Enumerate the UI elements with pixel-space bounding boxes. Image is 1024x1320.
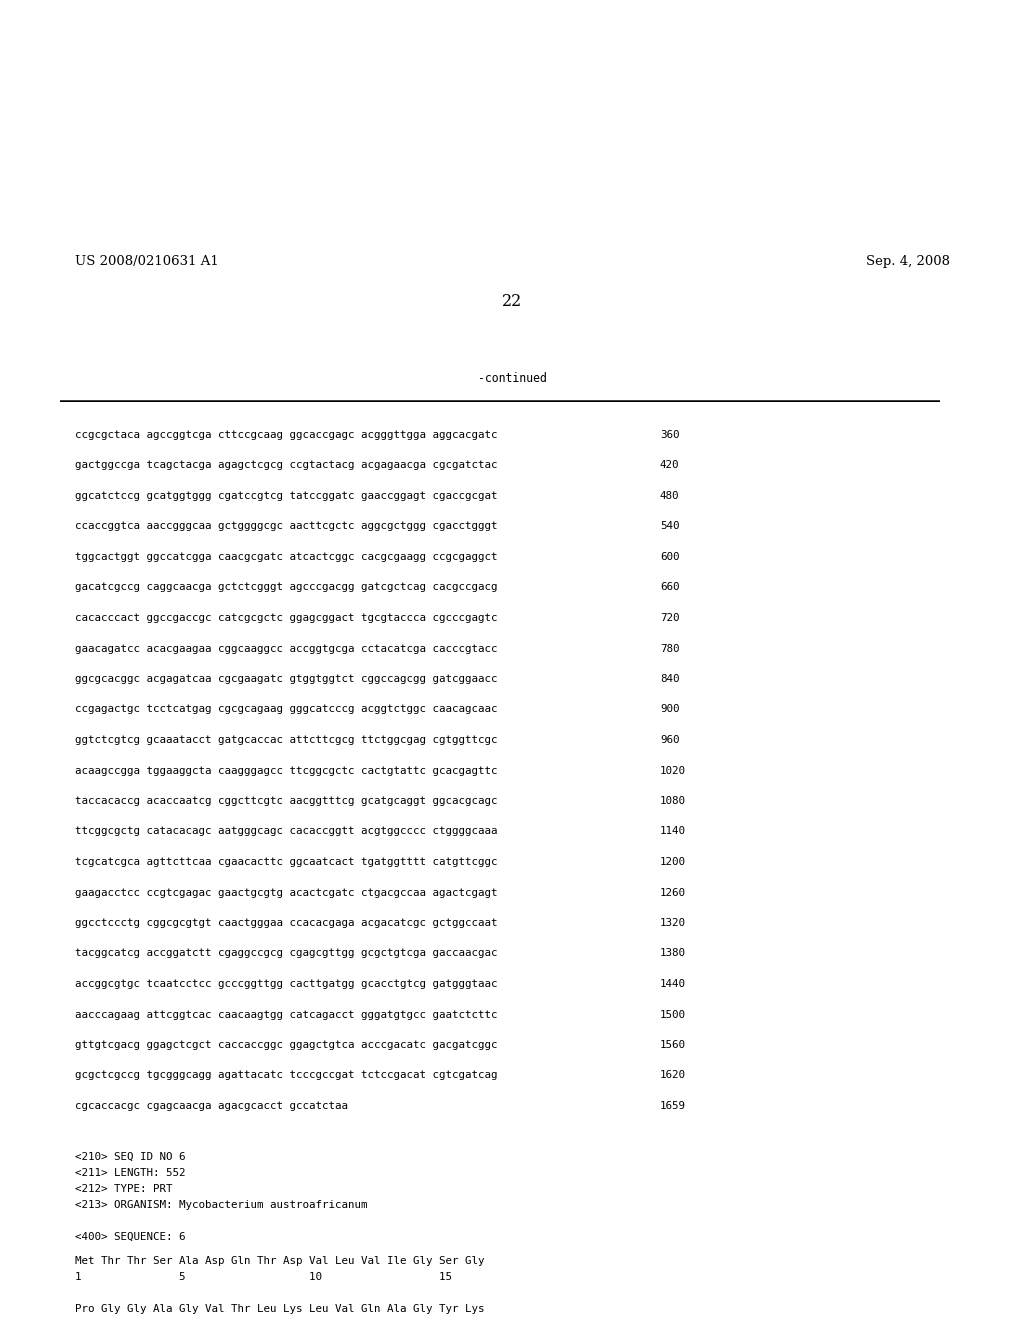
Text: ccgagactgc tcctcatgag cgcgcagaag gggcatcccg acggtctggc caacagcaac: ccgagactgc tcctcatgag cgcgcagaag gggcatc… xyxy=(75,705,498,714)
Text: 1080: 1080 xyxy=(660,796,686,807)
Text: ccgcgctaca agccggtcga cttccgcaag ggcaccgagc acgggttgga aggcacgatc: ccgcgctaca agccggtcga cttccgcaag ggcaccg… xyxy=(75,430,498,440)
Text: gacatcgccg caggcaacga gctctcgggt agcccgacgg gatcgctcag cacgccgacg: gacatcgccg caggcaacga gctctcgggt agcccga… xyxy=(75,582,498,593)
Text: 480: 480 xyxy=(660,491,680,502)
Text: tggcactggt ggccatcgga caacgcgatc atcactcggc cacgcgaagg ccgcgaggct: tggcactggt ggccatcgga caacgcgatc atcactc… xyxy=(75,552,498,562)
Text: gttgtcgacg ggagctcgct caccaccggc ggagctgtca acccgacatc gacgatcggc: gttgtcgacg ggagctcgct caccaccggc ggagctg… xyxy=(75,1040,498,1049)
Text: gcgctcgccg tgcgggcagg agattacatc tcccgccgat tctccgacat cgtcgatcag: gcgctcgccg tgcgggcagg agattacatc tcccgcc… xyxy=(75,1071,498,1081)
Text: 1659: 1659 xyxy=(660,1101,686,1111)
Text: 1260: 1260 xyxy=(660,887,686,898)
Text: 360: 360 xyxy=(660,430,680,440)
Text: <400> SEQUENCE: 6: <400> SEQUENCE: 6 xyxy=(75,1232,185,1242)
Text: 1               5                   10                  15: 1 5 10 15 xyxy=(75,1272,452,1283)
Text: ccaccggtca aaccgggcaa gctggggcgc aacttcgctc aggcgctggg cgacctgggt: ccaccggtca aaccgggcaa gctggggcgc aacttcg… xyxy=(75,521,498,532)
Text: -continued: -continued xyxy=(477,372,547,385)
Text: 1020: 1020 xyxy=(660,766,686,776)
Text: tcgcatcgca agttcttcaa cgaacacttc ggcaatcact tgatggtttt catgttcggc: tcgcatcgca agttcttcaa cgaacacttc ggcaatc… xyxy=(75,857,498,867)
Text: ggtctcgtcg gcaaatacct gatgcaccac attcttcgcg ttctggcgag cgtggttcgc: ggtctcgtcg gcaaatacct gatgcaccac attcttc… xyxy=(75,735,498,744)
Text: gaacagatcc acacgaagaa cggcaaggcc accggtgcga cctacatcga cacccgtacc: gaacagatcc acacgaagaa cggcaaggcc accggtg… xyxy=(75,644,498,653)
Text: ggcgcacggc acgagatcaa cgcgaagatc gtggtggtct cggccagcgg gatcggaacc: ggcgcacggc acgagatcaa cgcgaagatc gtggtgg… xyxy=(75,675,498,684)
Text: 420: 420 xyxy=(660,461,680,470)
Text: 1500: 1500 xyxy=(660,1010,686,1019)
Text: taccacaccg acaccaatcg cggcttcgtc aacggtttcg gcatgcaggt ggcacgcagc: taccacaccg acaccaatcg cggcttcgtc aacggtt… xyxy=(75,796,498,807)
Text: ggcctccctg cggcgcgtgt caactgggaa ccacacgaga acgacatcgc gctggccaat: ggcctccctg cggcgcgtgt caactgggaa ccacacg… xyxy=(75,917,498,928)
Text: 1200: 1200 xyxy=(660,857,686,867)
Text: 22: 22 xyxy=(502,293,522,310)
Text: aacccagaag attcggtcac caacaagtgg catcagacct gggatgtgcc gaatctcttc: aacccagaag attcggtcac caacaagtgg catcaga… xyxy=(75,1010,498,1019)
Text: <212> TYPE: PRT: <212> TYPE: PRT xyxy=(75,1184,172,1193)
Text: 840: 840 xyxy=(660,675,680,684)
Text: ggcatctccg gcatggtggg cgatccgtcg tatccggatc gaaccggagt cgaccgcgat: ggcatctccg gcatggtggg cgatccgtcg tatccgg… xyxy=(75,491,498,502)
Text: 780: 780 xyxy=(660,644,680,653)
Text: Met Thr Thr Ser Ala Asp Gln Thr Asp Val Leu Val Ile Gly Ser Gly: Met Thr Thr Ser Ala Asp Gln Thr Asp Val … xyxy=(75,1257,484,1266)
Text: <211> LENGTH: 552: <211> LENGTH: 552 xyxy=(75,1167,185,1177)
Text: Sep. 4, 2008: Sep. 4, 2008 xyxy=(866,255,950,268)
Text: gaagacctcc ccgtcgagac gaactgcgtg acactcgatc ctgacgccaa agactcgagt: gaagacctcc ccgtcgagac gaactgcgtg acactcg… xyxy=(75,887,498,898)
Text: tacggcatcg accggatctt cgaggccgcg cgagcgttgg gcgctgtcga gaccaacgac: tacggcatcg accggatctt cgaggccgcg cgagcgt… xyxy=(75,949,498,958)
Text: Pro Gly Gly Ala Gly Val Thr Leu Lys Leu Val Gln Ala Gly Tyr Lys: Pro Gly Gly Ala Gly Val Thr Leu Lys Leu … xyxy=(75,1304,484,1315)
Text: cacacccact ggccgaccgc catcgcgctc ggagcggact tgcgtaccca cgcccgagtc: cacacccact ggccgaccgc catcgcgctc ggagcgg… xyxy=(75,612,498,623)
Text: 900: 900 xyxy=(660,705,680,714)
Text: 720: 720 xyxy=(660,612,680,623)
Text: 1380: 1380 xyxy=(660,949,686,958)
Text: 1560: 1560 xyxy=(660,1040,686,1049)
Text: ttcggcgctg catacacagc aatgggcagc cacaccggtt acgtggcccc ctggggcaaa: ttcggcgctg catacacagc aatgggcagc cacaccg… xyxy=(75,826,498,837)
Text: 540: 540 xyxy=(660,521,680,532)
Text: acaagccgga tggaaggcta caagggagcc ttcggcgctc cactgtattc gcacgagttc: acaagccgga tggaaggcta caagggagcc ttcggcg… xyxy=(75,766,498,776)
Text: 1320: 1320 xyxy=(660,917,686,928)
Text: gactggccga tcagctacga agagctcgcg ccgtactacg acgagaacga cgcgatctac: gactggccga tcagctacga agagctcgcg ccgtact… xyxy=(75,461,498,470)
Text: cgcaccacgc cgagcaacga agacgcacct gccatctaa: cgcaccacgc cgagcaacga agacgcacct gccatct… xyxy=(75,1101,348,1111)
Text: 1140: 1140 xyxy=(660,826,686,837)
Text: <213> ORGANISM: Mycobacterium austroafricanum: <213> ORGANISM: Mycobacterium austroafri… xyxy=(75,1200,368,1209)
Text: <210> SEQ ID NO 6: <210> SEQ ID NO 6 xyxy=(75,1151,185,1162)
Text: 660: 660 xyxy=(660,582,680,593)
Text: accggcgtgc tcaatcctcc gcccggttgg cacttgatgg gcacctgtcg gatgggtaac: accggcgtgc tcaatcctcc gcccggttgg cacttga… xyxy=(75,979,498,989)
Text: US 2008/0210631 A1: US 2008/0210631 A1 xyxy=(75,255,219,268)
Text: 600: 600 xyxy=(660,552,680,562)
Text: 1620: 1620 xyxy=(660,1071,686,1081)
Text: 1440: 1440 xyxy=(660,979,686,989)
Text: 960: 960 xyxy=(660,735,680,744)
